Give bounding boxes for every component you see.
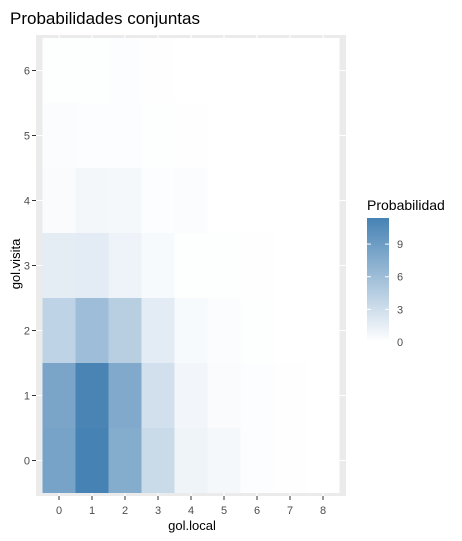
y-tick-label: 6 (24, 66, 30, 78)
heatmap-cell (75, 38, 109, 103)
heatmap-cell (240, 103, 274, 168)
heatmap-cell (108, 233, 142, 298)
heatmap-cell (306, 298, 340, 363)
heatmap-cell (75, 428, 109, 493)
heatmap-cell (306, 233, 340, 298)
heatmap-cell (141, 103, 175, 168)
heatmap-cell (108, 363, 142, 428)
heatmap-cell (306, 428, 340, 493)
heatmap-cell (207, 103, 241, 168)
heatmap-cell (108, 38, 142, 103)
heatmap-cell (207, 38, 241, 103)
heatmap-cell (108, 168, 142, 233)
y-tick-label: 4 (24, 196, 30, 208)
heatmap-cell (240, 298, 274, 363)
heatmap-cell (207, 363, 241, 428)
heatmap-cell (141, 363, 175, 428)
heatmap-cell (207, 168, 241, 233)
heatmap-cell (75, 168, 109, 233)
legend-ticks: 9 6 3 0 (367, 239, 403, 349)
heatmap-cell (240, 38, 274, 103)
heatmap-cell (42, 298, 76, 363)
heatmap-cell (174, 298, 208, 363)
heatmap-cell (240, 233, 274, 298)
heatmap-cell (42, 103, 76, 168)
heatmap-cell (306, 363, 340, 428)
heatmap-cell (174, 428, 208, 493)
heatmap-cell (42, 428, 76, 493)
heatmap-cell (108, 428, 142, 493)
y-tick-label: 1 (24, 391, 30, 403)
heatmap-cell (141, 428, 175, 493)
heatmap-cell (42, 233, 76, 298)
heatmap-cell (174, 233, 208, 298)
heatmap-cell (108, 103, 142, 168)
x-tick-label: 7 (287, 505, 293, 517)
legend-tick-label: 0 (397, 337, 403, 349)
heatmap-cell (174, 168, 208, 233)
y-tick-label: 0 (24, 456, 30, 468)
x-tick-label: 6 (254, 505, 260, 517)
heatmap-cell (42, 38, 76, 103)
heatmap-cell (141, 233, 175, 298)
heatmap-cell (141, 298, 175, 363)
chart-title: Probabilidades conjuntas (10, 9, 200, 28)
legend-tick-label: 6 (397, 272, 403, 284)
x-tick-label: 1 (89, 505, 95, 517)
legend-tick-label: 9 (397, 239, 403, 251)
heatmap-cell (75, 298, 109, 363)
heatmap-cell (42, 168, 76, 233)
legend: Probabilidad 9 6 3 0 (367, 197, 445, 349)
x-tick-label: 4 (188, 505, 194, 517)
heatmap-cell (306, 168, 340, 233)
heatmap-cell (174, 363, 208, 428)
legend-title: Probabilidad (367, 197, 445, 213)
heatmap-cell (273, 298, 307, 363)
y-tick-label: 5 (24, 131, 30, 143)
x-tick-label: 0 (56, 505, 62, 517)
heatmap-cell (174, 38, 208, 103)
x-axis-title: gol.local (168, 518, 216, 533)
heatmap-cell (75, 233, 109, 298)
x-tick-label: 3 (155, 505, 161, 517)
y-tick-label: 3 (24, 261, 30, 273)
heatmap-cell (240, 428, 274, 493)
heatmap-cell (75, 103, 109, 168)
heatmap-cell (273, 103, 307, 168)
heatmap-cell (42, 363, 76, 428)
y-tick-label: 2 (24, 326, 30, 338)
heatmap-cell (273, 168, 307, 233)
heatmap-cell (240, 363, 274, 428)
y-axis-title: gol.visita (8, 238, 23, 289)
heatmap-cell (240, 168, 274, 233)
heatmap-cells (42, 38, 340, 493)
heatmap-cell (207, 428, 241, 493)
heatmap-cell (141, 168, 175, 233)
x-tick-label: 8 (320, 505, 326, 517)
heatmap-cell (207, 233, 241, 298)
legend-tick-label: 3 (397, 304, 403, 316)
heatmap-cell (108, 298, 142, 363)
x-tick-label: 5 (221, 505, 227, 517)
heatmap-cell (273, 38, 307, 103)
heatmap-cell (207, 298, 241, 363)
heatmap-cell (273, 363, 307, 428)
x-axis: 0 1 2 3 4 5 6 7 8 (56, 496, 326, 517)
heatmap-cell (141, 38, 175, 103)
heatmap-cell (306, 103, 340, 168)
heatmap-cell (273, 428, 307, 493)
heatmap-cell (273, 233, 307, 298)
heatmap-cell (174, 103, 208, 168)
y-axis: 0 1 2 3 4 5 6 (24, 66, 36, 468)
legend-colorbar (367, 218, 389, 342)
heatmap-cell (75, 363, 109, 428)
heatmap-cell (306, 38, 340, 103)
x-tick-label: 2 (122, 505, 128, 517)
